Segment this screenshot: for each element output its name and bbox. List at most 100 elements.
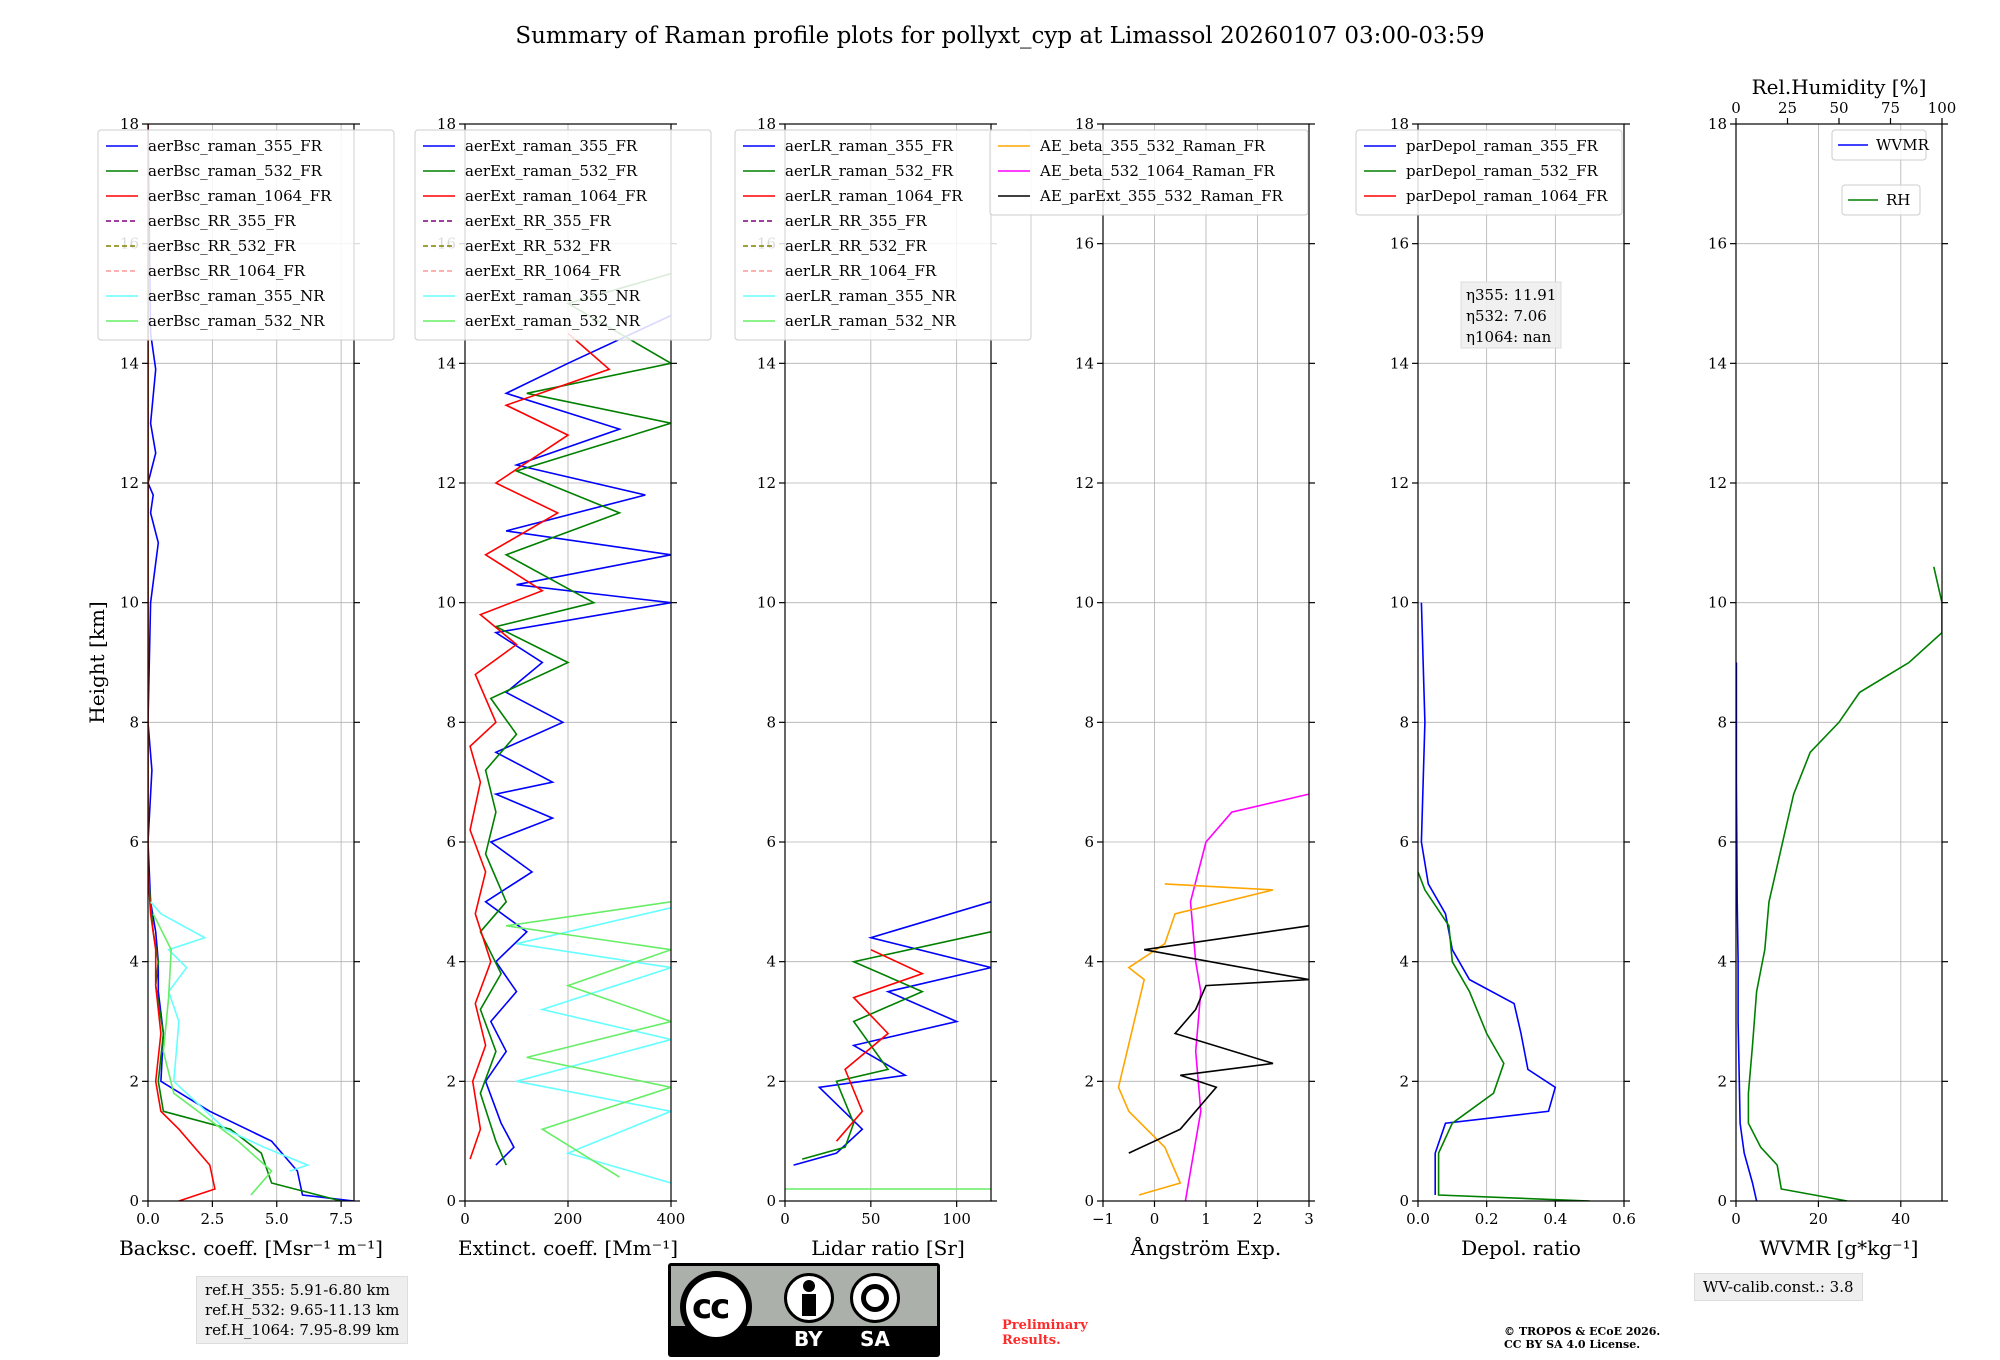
x-tick-label: 0 bbox=[1731, 1210, 1741, 1228]
legend-entry: aerExt_raman_355_NR bbox=[465, 287, 641, 305]
x-tick-label: 200 bbox=[554, 1210, 583, 1228]
x-axis-label: Lidar ratio [Sr] bbox=[811, 1236, 965, 1260]
y-tick-label: 16 bbox=[1708, 235, 1727, 253]
cc-logo-label: cc bbox=[692, 1287, 730, 1327]
y-tick-label: 8 bbox=[766, 713, 776, 731]
x-tick-label: 7.5 bbox=[329, 1210, 353, 1228]
series-group bbox=[1418, 602, 1590, 1201]
x-tick-label: 50 bbox=[861, 1210, 880, 1228]
y-tick-label: 8 bbox=[1717, 713, 1727, 731]
x-axis-label: Depol. ratio bbox=[1461, 1236, 1581, 1260]
cc-license-badge: cc BY SA bbox=[668, 1263, 940, 1357]
y-tick-label: 8 bbox=[1399, 713, 1409, 731]
y-tick-label: 14 bbox=[1075, 354, 1094, 372]
x-tick-label: 5.0 bbox=[265, 1210, 289, 1228]
x-axis-label: WVMR [g*kg⁻¹] bbox=[1760, 1236, 1919, 1260]
y-tick-label: 12 bbox=[1075, 474, 1094, 492]
legend-box bbox=[1831, 129, 1927, 161]
legend-entry: aerBsc_raman_355_NR bbox=[148, 287, 325, 305]
y-tick-label: 10 bbox=[120, 594, 139, 612]
x-axis-label: Extinct. coeff. [Mm⁻¹] bbox=[458, 1236, 678, 1260]
series-group bbox=[1736, 566, 1942, 1201]
y-tick-label: 0 bbox=[1717, 1192, 1727, 1210]
legend-entry: aerExt_RR_355_FR bbox=[465, 212, 612, 230]
y-tick-label: 2 bbox=[766, 1072, 776, 1090]
copyright-note: © TROPOS & ECoE 2026. CC BY SA 4.0 Licen… bbox=[1504, 1325, 1661, 1351]
y-tick-label: 8 bbox=[129, 713, 139, 731]
x-tick-label: 2 bbox=[1253, 1210, 1263, 1228]
series-line-aerLR_raman_355_FR bbox=[793, 901, 991, 1166]
legend-entry: parDepol_raman_355_FR bbox=[1406, 137, 1599, 155]
x-tick-label: −1 bbox=[1092, 1210, 1114, 1228]
y-tick-label: 12 bbox=[757, 474, 776, 492]
legend-box bbox=[989, 129, 1309, 216]
legend-entry: aerBsc_raman_355_FR bbox=[148, 137, 323, 155]
legend-entry: aerBsc_raman_532_NR bbox=[148, 312, 325, 330]
legend-entry: aerExt_RR_1064_FR bbox=[465, 262, 621, 280]
by-label: BY bbox=[794, 1327, 823, 1351]
series-line-aerBsc_raman_532_NR bbox=[152, 913, 273, 1196]
series-line-WVMR bbox=[1736, 662, 1758, 1201]
eta-annotation: η1064: nan bbox=[1466, 328, 1552, 346]
sa-label: SA bbox=[860, 1327, 890, 1351]
series-line-aerExt_raman_355_FR bbox=[484, 314, 671, 1166]
series-line-AE_beta_532_1064_Raman_FR bbox=[1184, 793, 1309, 1201]
series-line-aerLR_raman_532_FR bbox=[801, 931, 991, 1160]
legend-entry: aerExt_raman_532_NR bbox=[465, 312, 641, 330]
x-tick-label: 0.0 bbox=[136, 1210, 160, 1228]
y-tick-label: 14 bbox=[1708, 354, 1727, 372]
y-axis-label: Height [km] bbox=[85, 601, 109, 723]
x-tick-label: 2.5 bbox=[200, 1210, 224, 1228]
series-line-parDepol_raman_532_FR bbox=[1418, 871, 1590, 1201]
y-tick-label: 14 bbox=[437, 354, 456, 372]
x-tick-label: 1 bbox=[1201, 1210, 1211, 1228]
y-tick-label: 12 bbox=[1708, 474, 1727, 492]
y-tick-label: 10 bbox=[757, 594, 776, 612]
series-line-AE_parExt_355_532_Raman_FR bbox=[1128, 925, 1309, 1154]
x-tick-label: 100 bbox=[942, 1210, 971, 1228]
y-tick-label: 2 bbox=[129, 1072, 139, 1090]
x-tick-label: 0 bbox=[460, 1210, 470, 1228]
legend-entry: aerBsc_RR_1064_FR bbox=[148, 262, 306, 280]
series-line-aerLR_raman_1064_FR bbox=[835, 948, 925, 1142]
y-tick-label: 4 bbox=[1084, 953, 1094, 971]
top-x-tick-label: 25 bbox=[1778, 99, 1797, 117]
y-tick-label: 4 bbox=[1717, 953, 1727, 971]
y-tick-label: 0 bbox=[1399, 1192, 1409, 1210]
legend-entry: aerLR_raman_1064_FR bbox=[785, 187, 963, 205]
y-tick-label: 18 bbox=[1075, 115, 1094, 133]
y-tick-label: 10 bbox=[1390, 594, 1409, 612]
legend-entry: aerLR_RR_532_FR bbox=[785, 237, 927, 255]
legend-entry: parDepol_raman_532_FR bbox=[1406, 162, 1599, 180]
series-group bbox=[469, 272, 671, 1184]
x-tick-label: 3 bbox=[1304, 1210, 1314, 1228]
series-group bbox=[1117, 793, 1309, 1201]
legend-entry: aerLR_raman_532_FR bbox=[785, 162, 954, 180]
series-group bbox=[785, 901, 991, 1190]
legend-entry: RH bbox=[1886, 191, 1910, 209]
y-tick-label: 14 bbox=[120, 354, 139, 372]
legend-entry: aerExt_raman_355_FR bbox=[465, 137, 638, 155]
y-tick-label: 0 bbox=[1084, 1192, 1094, 1210]
series-group bbox=[148, 124, 354, 1201]
x-axis-label: Ångström Exp. bbox=[1130, 1235, 1281, 1260]
eta-annotation: η355: 11.91 bbox=[1466, 286, 1556, 304]
series-line-aerBsc_raman_1064_FR bbox=[148, 124, 216, 1201]
y-tick-label: 8 bbox=[1084, 713, 1094, 731]
x-tick-label: 0.0 bbox=[1406, 1210, 1430, 1228]
legend-box bbox=[1841, 184, 1921, 216]
ref-height-532: ref.H_532: 9.65-11.13 km bbox=[205, 1301, 400, 1319]
x-tick-label: 0 bbox=[780, 1210, 790, 1228]
x-tick-label: 40 bbox=[1891, 1210, 1910, 1228]
y-tick-label: 2 bbox=[1084, 1072, 1094, 1090]
legend-entry: aerBsc_RR_355_FR bbox=[148, 212, 296, 230]
preliminary-note: Preliminary Results. bbox=[1002, 1318, 1088, 1348]
y-tick-label: 8 bbox=[446, 713, 456, 731]
panel-extinction: 0246810121416180200400Extinct. coeff. [M… bbox=[414, 115, 712, 1260]
wv-calib-box: WV-calib.const.: 3.8 bbox=[1694, 1273, 1863, 1301]
y-tick-label: 4 bbox=[129, 953, 139, 971]
reference-heights-box: ref.H_355: 5.91-6.80 km ref.H_532: 9.65-… bbox=[196, 1276, 409, 1344]
y-tick-label: 4 bbox=[766, 953, 776, 971]
